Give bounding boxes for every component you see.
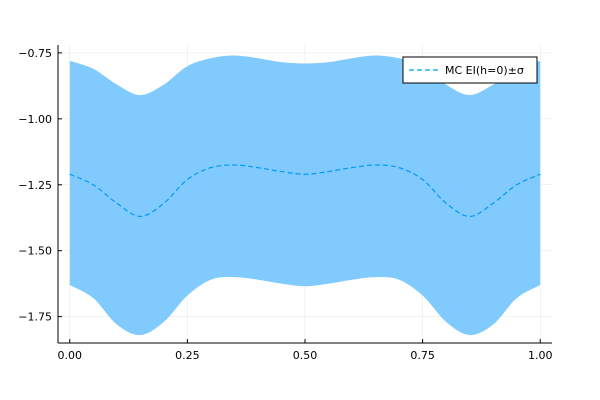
- x-tick-label: 0.00: [58, 349, 83, 362]
- y-ticks: −0.75 −1.00 −1.25 −1.50 −1.75: [18, 47, 62, 324]
- x-tick-label: 1.00: [528, 349, 553, 362]
- legend-label: MC EI(h=0)±σ: [445, 64, 524, 77]
- legend: MC EI(h=0)±σ: [402, 56, 538, 84]
- y-tick-label: −0.75: [18, 47, 52, 60]
- sigma-band: [69, 55, 541, 336]
- x-tick-label: 0.75: [410, 349, 435, 362]
- mean-line-layer: [69, 164, 541, 218]
- y-tick-label: −1.25: [18, 179, 52, 192]
- y-tick-label: −1.75: [18, 311, 52, 324]
- x-ticks: 0.00 0.25 0.50 0.75 1.00: [58, 339, 553, 362]
- sigma-band-layer: [69, 55, 541, 336]
- x-tick-label: 0.50: [293, 349, 318, 362]
- y-tick-label: −1.00: [18, 113, 52, 126]
- mean-line: [69, 164, 541, 218]
- y-tick-label: −1.50: [18, 245, 52, 258]
- x-tick-label: 0.25: [175, 349, 200, 362]
